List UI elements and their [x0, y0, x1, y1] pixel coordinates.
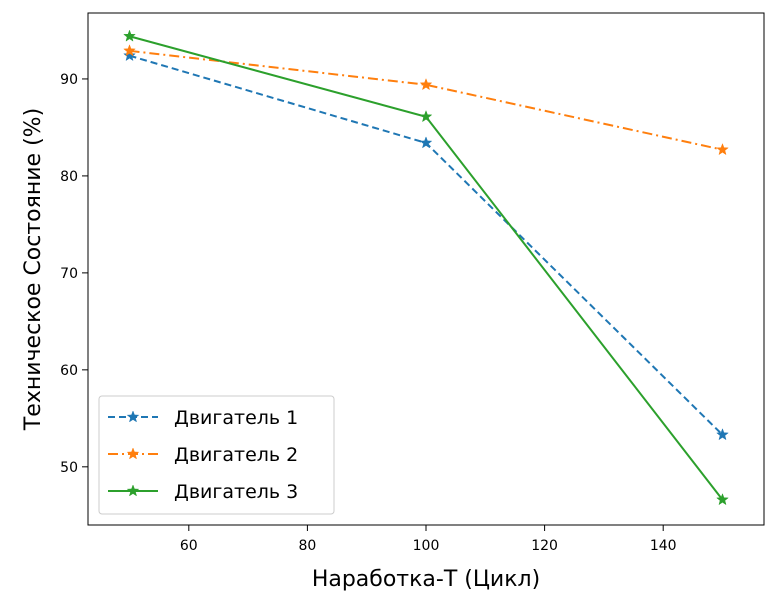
series-1: [123, 48, 729, 441]
legend-item: Двигатель 3: [108, 481, 298, 503]
legend-label: Двигатель 2: [174, 444, 298, 466]
data-point: [716, 143, 729, 156]
data-point: [123, 44, 136, 57]
legend-item: Двигатель 1: [108, 407, 298, 429]
y-axis-label: Техническое Состояние (%): [21, 108, 46, 431]
data-point: [419, 110, 433, 123]
legend-marker: [126, 484, 140, 497]
legend-marker: [126, 410, 140, 423]
series-layer: [123, 29, 729, 506]
data-point: [716, 493, 729, 506]
x-tick-label: 60: [180, 538, 198, 554]
data-point: [123, 29, 136, 42]
y-tick-label: 70: [60, 266, 78, 282]
legend-label: Двигатель 1: [174, 407, 298, 429]
x-tick-label: 120: [531, 538, 558, 554]
data-point: [716, 428, 729, 441]
data-point: [123, 48, 136, 62]
y-tick-label: 60: [60, 363, 78, 379]
x-axis: 60 80 100 120 140: [180, 525, 677, 554]
series-2: [123, 44, 729, 156]
x-axis-label: Наработка-Т (Цикл): [312, 567, 540, 592]
legend-marker: [126, 447, 140, 460]
legend-label: Двигатель 3: [174, 481, 298, 503]
x-tick-label: 100: [413, 538, 440, 554]
legend-items: Двигатель 1 Двигатель 2 Двигатель 3: [108, 407, 298, 503]
data-point: [419, 136, 433, 149]
y-axis: 50 60 70 80 90: [60, 72, 88, 476]
y-tick-label: 50: [60, 460, 78, 476]
y-tick-label: 90: [60, 72, 78, 88]
legend: Двигатель 1 Двигатель 2 Двигатель 3: [98, 395, 335, 515]
series-line: [129, 49, 723, 151]
legend-box: [98, 395, 335, 515]
x-tick-label: 140: [650, 538, 677, 554]
x-tick-label: 80: [298, 538, 316, 554]
series-3: [123, 29, 729, 506]
y-tick-label: 80: [60, 169, 78, 185]
legend-item: Двигатель 2: [108, 444, 298, 466]
data-point: [419, 78, 433, 91]
